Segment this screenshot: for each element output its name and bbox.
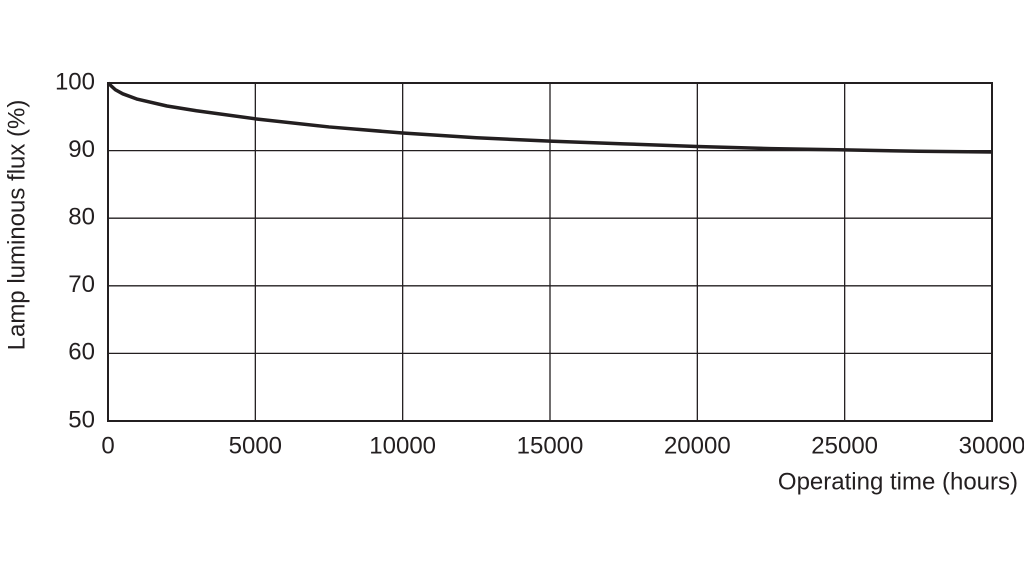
plot-frame [107,82,993,422]
x-tick-label: 15000 [517,432,584,459]
y-tick-label: 100 [55,68,95,95]
x-axis-label: Operating time (hours) [778,468,1018,495]
y-tick-label: 80 [68,204,95,231]
x-tick-label: 30000 [959,432,1024,459]
x-tick-label: 0 [101,432,114,459]
y-tick-label: 60 [68,339,95,366]
y-axis-label: Lamp luminous flux (%) [3,100,30,351]
x-tick-label: 20000 [664,432,731,459]
x-tick-label: 25000 [811,432,878,459]
data-line [106,81,993,154]
x-tick-label: 10000 [369,432,436,459]
y-tick-label: 50 [68,406,95,433]
x-tick-label: 5000 [229,432,282,459]
y-tick-label: 90 [68,136,95,163]
y-tick-label: 70 [68,271,95,298]
